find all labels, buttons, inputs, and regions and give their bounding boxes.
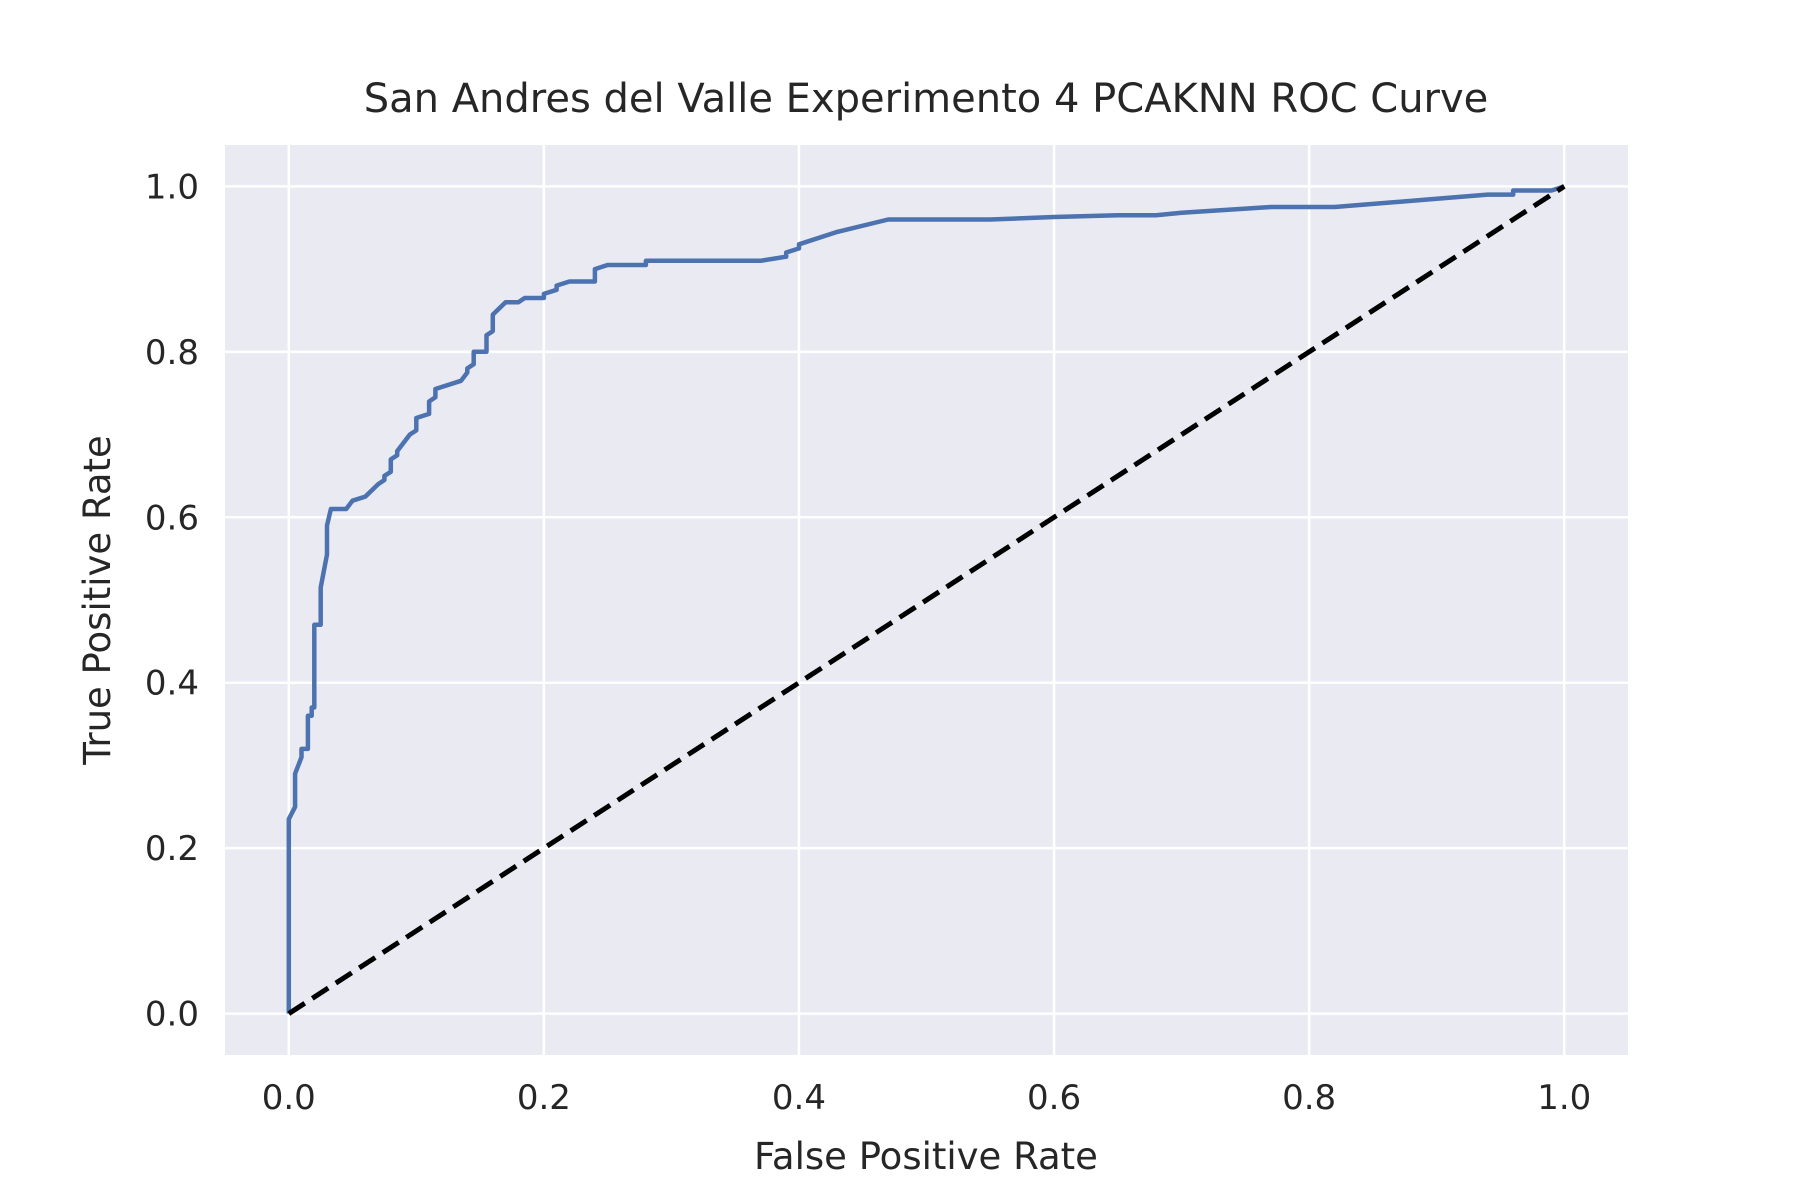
y-axis-label: True Positive Rate [76, 435, 119, 766]
y-tick-labels: 0.0 0.2 0.4 0.6 0.8 1.0 [145, 167, 199, 1034]
y-tick-label: 0.8 [145, 333, 199, 373]
series-chance-line [287, 184, 1566, 1016]
x-tick-labels: 0.0 0.2 0.4 0.6 0.8 1.0 [262, 1078, 1592, 1118]
y-tick-label: 0.4 [145, 664, 199, 704]
series-roc-line [286, 184, 1565, 1014]
x-tick-label: 0.2 [517, 1078, 571, 1118]
y-tick-label: 0.2 [145, 829, 199, 869]
x-axis-label: False Positive Rate [754, 1135, 1098, 1178]
x-tick-label: 0.6 [1027, 1078, 1081, 1118]
x-tick-label: 0.8 [1282, 1078, 1336, 1118]
series-layer [286, 184, 1566, 1016]
x-tick-label: 0.0 [262, 1078, 316, 1118]
chart-title: San Andres del Valle Experimento 4 PCAKN… [364, 76, 1489, 122]
y-tick-label: 0.0 [145, 995, 199, 1035]
y-tick-label: 1.0 [145, 167, 199, 207]
x-tick-label: 1.0 [1537, 1078, 1591, 1118]
grid-lines [225, 145, 1628, 1055]
x-tick-label: 0.4 [772, 1078, 826, 1118]
y-tick-label: 0.6 [145, 498, 199, 538]
